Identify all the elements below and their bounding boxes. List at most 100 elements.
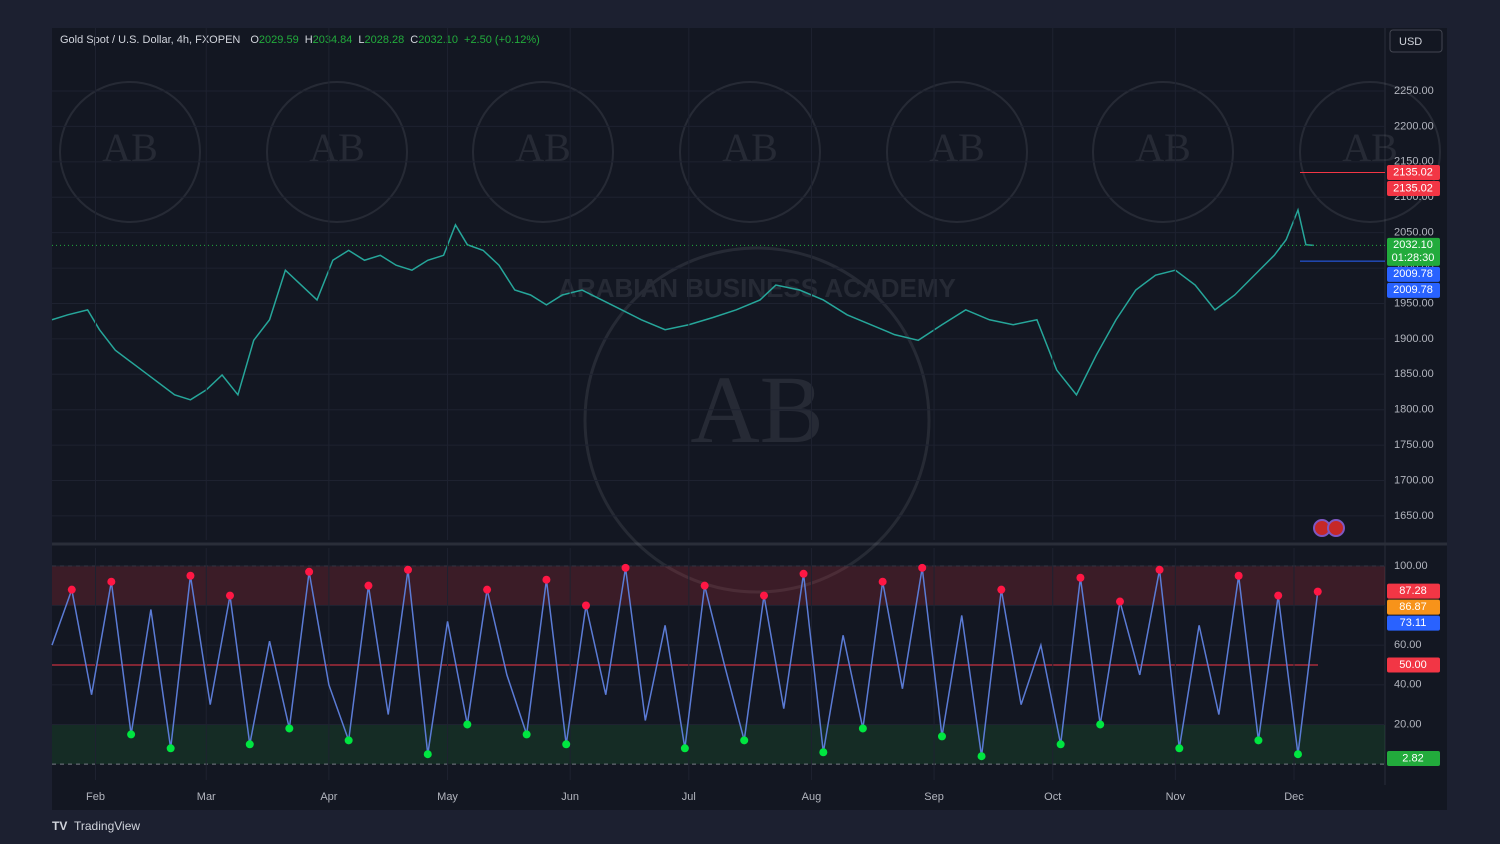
signal-dot [107, 577, 116, 586]
signal-dot [759, 591, 768, 600]
change: +2.50 (+0.12%) [464, 34, 540, 46]
y-tick-label: 1650.00 [1394, 510, 1434, 522]
symbol: Gold Spot / U.S. Dollar, 4h, FXOPEN [60, 34, 240, 46]
y-tick-label: 60.00 [1394, 639, 1422, 651]
logo-mark: TV [52, 819, 67, 833]
signal-dot [186, 571, 195, 580]
watermark-initials: AB [309, 125, 365, 170]
signal-dot [305, 567, 314, 576]
price-tag [1387, 599, 1440, 615]
signal-dot [1254, 736, 1263, 745]
signal-dot [799, 569, 808, 578]
signal-dot [581, 601, 590, 610]
watermark-initials: AB [515, 125, 571, 170]
signal-dot [621, 563, 630, 572]
signal-dot [364, 581, 373, 590]
symbol-header: Gold Spot / U.S. Dollar, 4h, FXOPEN O2029… [60, 34, 540, 46]
signal-dot [878, 577, 887, 586]
signal-dot [423, 750, 432, 759]
flag-icons [1313, 519, 1345, 537]
signal-dot [1175, 744, 1184, 753]
watermark-ring [266, 81, 408, 223]
ohlc-value: 2032.10 [418, 34, 458, 46]
y-tick-label: 2050.00 [1394, 227, 1434, 239]
price-tag-label: 2135.02 [1393, 182, 1433, 194]
signal-dot [225, 591, 234, 600]
price-tag [1387, 657, 1440, 673]
price-tag-label: 2009.78 [1393, 268, 1433, 280]
price-tag [1387, 266, 1440, 282]
oversold-zone [52, 724, 1385, 765]
watermark-initials: AB [102, 125, 158, 170]
price-tag-label: 87.28 [1399, 585, 1427, 597]
y-tick-label: 1750.00 [1394, 439, 1434, 451]
x-tick-label: Apr [320, 791, 337, 803]
ohlc-key: L [358, 34, 364, 46]
signal-dot [1234, 571, 1243, 580]
currency-button[interactable] [1389, 29, 1443, 53]
x-tick-label: May [437, 791, 458, 803]
x-tick-label: Oct [1044, 791, 1061, 803]
countdown: 01:28:30 [1392, 252, 1435, 264]
watermark-ring [886, 81, 1028, 223]
y-tick-label: 2150.00 [1394, 156, 1434, 168]
signal-dot [997, 585, 1006, 594]
watermark-ring [59, 81, 201, 223]
watermark-ring [1299, 81, 1441, 223]
x-tick-label: Sep [924, 791, 944, 803]
overbought-zone [52, 565, 1385, 606]
signal-dot [542, 575, 551, 584]
signal-dot [1096, 720, 1105, 729]
ohlc-key: C [410, 34, 418, 46]
chart-area [52, 28, 1447, 810]
currency[interactable]: USD [1399, 36, 1422, 48]
signal-dot [285, 724, 294, 733]
y-tick-label: 1950.00 [1394, 297, 1434, 309]
price-tag-label: 2.82 [1402, 752, 1423, 764]
series-line [51, 207, 1314, 401]
brand[interactable]: TradingView [74, 819, 140, 833]
signal-dot [344, 736, 353, 745]
y-tick-label: 1700.00 [1394, 474, 1434, 486]
x-tick-label: Aug [802, 791, 822, 803]
price-tag-label: 2032.10 [1393, 239, 1433, 251]
y-tick-label: 2200.00 [1394, 120, 1434, 132]
signal-dot [819, 748, 828, 757]
watermark-ring [472, 81, 614, 223]
x-tick-label: Nov [1166, 791, 1186, 803]
ohlc-value: 2029.59 [259, 34, 299, 46]
signal-dot [1076, 573, 1085, 582]
signal-dot [680, 744, 689, 753]
signal-dot [245, 740, 254, 749]
x-tick-label: Feb [86, 791, 105, 803]
signal-dot [67, 585, 76, 594]
x-tick-label: Jun [561, 791, 579, 803]
signal-dot [483, 585, 492, 594]
ohlc-value: 2034.84 [313, 34, 353, 46]
signal-dot [918, 563, 927, 572]
y-tick-label: 100.00 [1394, 560, 1428, 572]
watermark-ring [679, 81, 821, 223]
watermark-ring [1092, 81, 1234, 223]
watermark-ring [583, 246, 931, 594]
y-tick-label: 2250.00 [1394, 85, 1434, 97]
signal-dot [562, 740, 571, 749]
price-tag-label: 2135.02 [1393, 166, 1433, 178]
price-tag [1387, 751, 1440, 767]
signal-dot [522, 730, 531, 739]
price-tag-label: 73.11 [1400, 617, 1427, 629]
x-tick-label: Jul [682, 791, 696, 803]
signal-dot [166, 744, 175, 753]
price-tag [1387, 180, 1440, 196]
watermark-initials: AB [1135, 125, 1191, 170]
price-tag [1387, 615, 1440, 631]
signal-dot [1274, 591, 1283, 600]
price-tag [1387, 282, 1440, 298]
signal-dot [700, 581, 709, 590]
y-tick-label: 1800.00 [1394, 404, 1434, 416]
y-tick-label: 20.00 [1394, 718, 1422, 730]
ohlc-key: H [305, 34, 313, 46]
signal-dot [1115, 597, 1124, 606]
